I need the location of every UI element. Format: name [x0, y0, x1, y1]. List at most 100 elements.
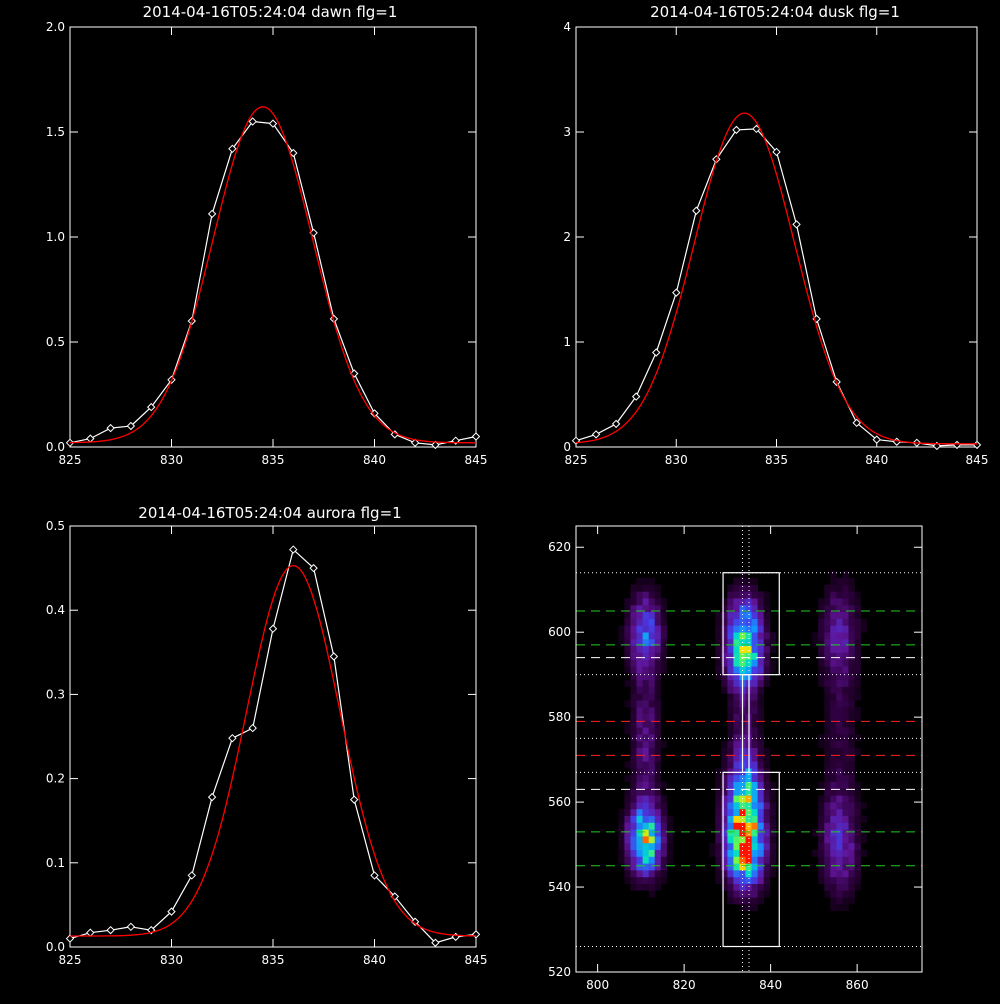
heatmap-cell [739, 904, 746, 912]
heatmap-cell [842, 842, 849, 850]
x-tick-label: 830 [665, 453, 688, 467]
heatmap-cell [727, 693, 734, 701]
heatmap-cell [824, 652, 831, 660]
heatmap-cell [727, 713, 734, 721]
heatmap-cell [836, 761, 843, 769]
heatmap-cell [630, 863, 637, 871]
data-point [309, 563, 318, 573]
heatmap-cell [739, 836, 746, 844]
heatmap-cell [836, 870, 843, 878]
heatmap-cell [836, 679, 843, 687]
heatmap-cell [751, 747, 758, 755]
heatmap-cell [830, 849, 837, 857]
heatmap-cell [642, 598, 649, 606]
heatmap-cell [757, 856, 764, 864]
heatmap-cell [854, 713, 861, 721]
heatmap-cell [824, 720, 831, 728]
heatmap-cell [824, 870, 831, 878]
heatmap-cell [830, 754, 837, 762]
x-tick-label: 830 [160, 953, 183, 967]
heatmap-cell [721, 863, 728, 871]
heatmap-cell [733, 836, 740, 844]
heatmap-cell [836, 849, 843, 857]
heatmap-cell [648, 659, 656, 667]
heatmap-cell [830, 802, 837, 810]
heatmap-cell [824, 829, 831, 837]
heatmap-cell [818, 815, 825, 823]
heatmap-cell [739, 605, 746, 613]
heatmap-cell [848, 645, 855, 653]
heatmap-cell [848, 611, 855, 619]
heatmap-cell [824, 754, 831, 762]
heatmap-cell [654, 870, 662, 878]
y-tick-label: 2 [563, 230, 571, 244]
heatmap-cell [854, 693, 861, 701]
heatmap-cell [648, 761, 656, 769]
heatmap-cell [642, 645, 649, 653]
heatmap-cell [842, 788, 849, 796]
heatmap-cell [654, 808, 662, 816]
heatmap-cell [642, 673, 649, 681]
heatmap-cell [654, 802, 662, 810]
x-tick-label: 825 [59, 953, 82, 967]
heatmap-cell [648, 700, 656, 708]
heatmap-cell [824, 876, 831, 884]
heatmap-cell [654, 774, 662, 782]
heatmap-cell [757, 842, 764, 850]
heatmap-cell [854, 795, 861, 803]
heatmap-cell [739, 584, 746, 592]
selection-box [722, 572, 780, 676]
heatmap-cell [836, 666, 843, 674]
heatmap-cell [715, 639, 722, 647]
heatmap-cell [830, 747, 837, 755]
data-point [126, 922, 136, 931]
heatmap-cell [733, 863, 740, 871]
heatmap-cell [751, 883, 758, 891]
heatmap-cell [860, 625, 867, 633]
heatmap-cell [721, 659, 728, 667]
heatmap-cell [648, 693, 656, 701]
heatmap-cell [854, 876, 861, 884]
heatmap-cell [836, 618, 843, 626]
heatmap-cell [654, 849, 662, 857]
heatmap-cell [854, 788, 861, 796]
data-line [69, 120, 477, 446]
data-point [106, 423, 115, 433]
heatmap-cell [648, 706, 656, 714]
heatmap-cell [624, 822, 631, 830]
aurora-spectrum-panel: 2014-04-16T05:24:04 aurora flg=1 825 830 8… [46, 504, 488, 967]
heatmap-cell [842, 863, 849, 871]
heatmap-cell [842, 890, 849, 898]
heatmap-cell [630, 802, 637, 810]
heatmap-cell [757, 740, 764, 748]
heatmap-cell [848, 815, 855, 823]
heatmap-cell [830, 605, 837, 613]
heatmap-cell [648, 781, 656, 789]
heatmap-cell [751, 815, 758, 823]
heatmap-cell [642, 849, 649, 857]
heatmap-cell [648, 611, 656, 619]
heatmap-cell [654, 706, 662, 714]
heatmap-cell [636, 686, 643, 694]
heatmap-cell [854, 836, 861, 844]
data-point [732, 125, 741, 135]
heatmap-cell [842, 747, 849, 755]
heatmap-cell [854, 666, 861, 674]
heatmap-cell [830, 625, 837, 633]
heatmap-cell [848, 761, 855, 769]
heatmap-cell [824, 706, 831, 714]
heatmap-cell [715, 870, 722, 878]
heatmap-cell [733, 870, 740, 878]
heatmap-cell [636, 768, 643, 776]
heatmap-cell [854, 652, 861, 660]
x-tick-label: 845 [966, 453, 989, 467]
heatmap-cell [836, 788, 843, 796]
heatmap-cell [751, 822, 758, 830]
heatmap-cell [824, 679, 831, 687]
heatmap-cell [642, 856, 649, 864]
heatmap-cell [745, 577, 752, 585]
data-point [126, 421, 136, 431]
heatmap-cell [836, 781, 843, 789]
heatmap-cell [642, 734, 649, 742]
heatmap-cell [769, 829, 777, 837]
